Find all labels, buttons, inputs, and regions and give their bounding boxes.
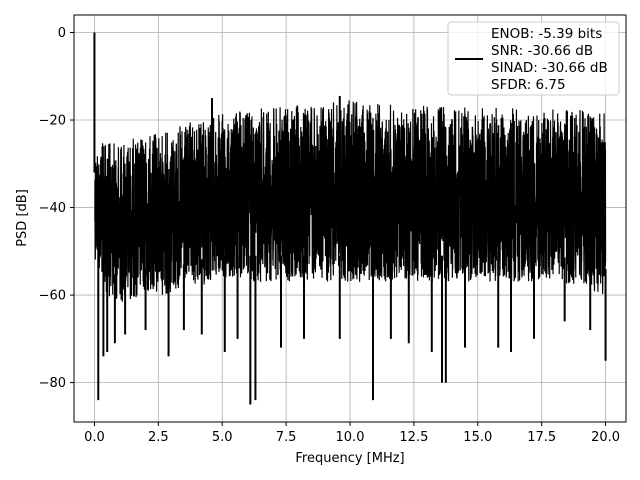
x-tick-label: 20.0 <box>591 430 620 445</box>
x-tick-label: 15.0 <box>463 430 492 445</box>
legend-entry-sinad: SINAD: -30.66 dB <box>491 60 608 76</box>
x-axis-ticks: 0.0 2.5 5.0 7.5 10.0 12.5 15.0 17.5 20.0 <box>84 422 620 445</box>
y-tick-label: 0 <box>58 26 66 41</box>
y-tick-label: −60 <box>39 289 66 304</box>
x-tick-label: 17.5 <box>527 430 556 445</box>
x-tick-label: 5.0 <box>212 430 233 445</box>
legend-entry-sfdr: SFDR: 6.75 <box>491 77 566 93</box>
psd-series <box>93 32 607 405</box>
legend: ENOB: -5.39 bits SNR: -30.66 dB SINAD: -… <box>447 21 620 96</box>
y-axis-label: PSD [dB] <box>15 189 30 247</box>
psd-trace <box>94 100 607 302</box>
legend-box <box>447 21 620 96</box>
y-tick-label: −40 <box>39 201 66 216</box>
x-tick-label: 2.5 <box>148 430 169 445</box>
x-tick-label: 7.5 <box>276 430 297 445</box>
y-tick-label: −80 <box>39 376 66 391</box>
x-tick-label: 12.5 <box>399 430 428 445</box>
y-axis-ticks: 0 −20 −40 −60 −80 <box>39 26 74 391</box>
legend-entry-enob: ENOB: -5.39 bits <box>491 26 602 42</box>
x-tick-label: 0.0 <box>84 430 105 445</box>
legend-entry-snr: SNR: -30.66 dB <box>491 43 593 59</box>
x-tick-label: 10.0 <box>336 430 365 445</box>
y-tick-label: −20 <box>39 114 66 129</box>
x-axis-label: Frequency [MHz] <box>295 451 404 466</box>
